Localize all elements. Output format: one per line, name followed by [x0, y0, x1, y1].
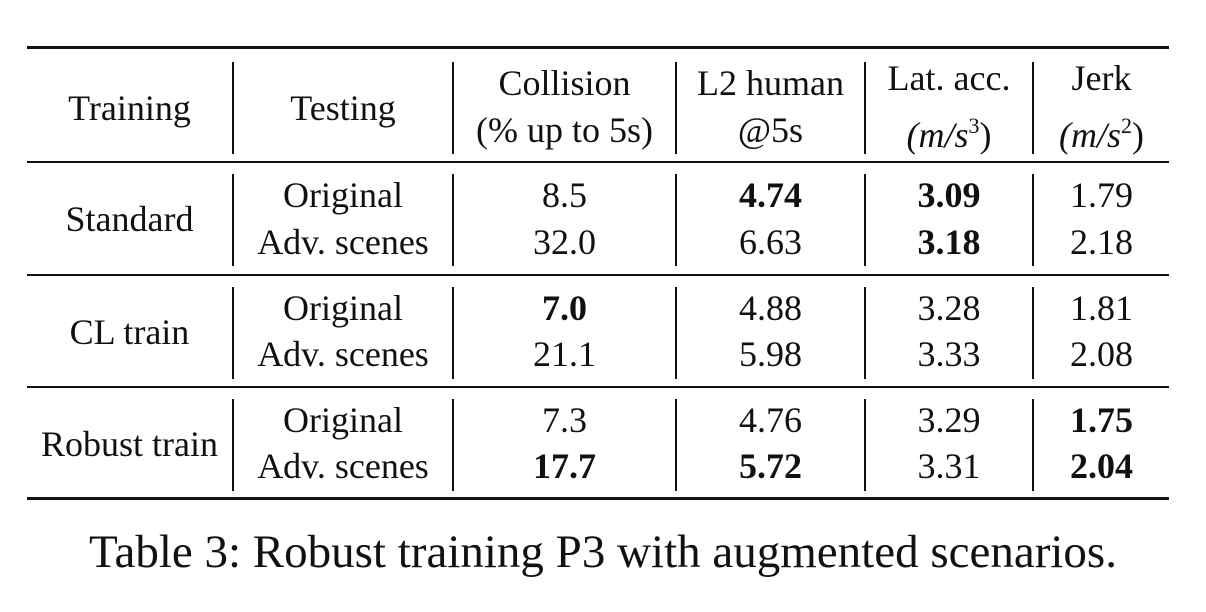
column-divider: [1032, 62, 1034, 154]
header-l2-line2: @5s: [737, 110, 804, 150]
column-divider: [232, 287, 234, 379]
cell-collision: 8.5: [542, 175, 587, 215]
group-rule: [27, 274, 1169, 276]
column-divider: [452, 399, 454, 491]
cell-collision: 7.3: [542, 400, 587, 440]
header-jerk-unit: (m/s2): [1059, 102, 1144, 159]
header-l2: L2 human @5s: [677, 58, 864, 156]
cell-l2: 5.72: [739, 446, 802, 486]
group-rule: [27, 386, 1169, 388]
cell-l2: 5.98: [739, 334, 802, 374]
cell-jerk: 2.08: [1070, 334, 1133, 374]
header-jerk-close: ): [1132, 115, 1144, 155]
group-training-label: CL train: [69, 312, 190, 352]
cell-testing: Adv. scenes: [257, 222, 429, 262]
header-testing: Testing: [290, 88, 396, 128]
cell-jerk: 1.75: [1070, 400, 1133, 440]
header-lat-unit-text: (m/s: [906, 115, 969, 155]
column-divider: [675, 399, 677, 491]
header-jerk-line1: Jerk: [1071, 58, 1132, 98]
table-caption: Table 3: Robust training P3 with augment…: [89, 526, 1117, 578]
cell-l2: 4.76: [739, 400, 802, 440]
group-training-label: Robust train: [41, 424, 218, 464]
header-jerk-exp: 2: [1121, 113, 1132, 138]
cell-lat-acc: 3.31: [917, 446, 981, 486]
column-divider: [452, 287, 454, 379]
header-lat-acc: Lat. acc. (m/s3): [866, 58, 1032, 156]
header-lat-exp: 3: [968, 113, 980, 138]
header-l2-line1: L2 human: [697, 63, 844, 103]
cell-lat-acc: 3.33: [917, 334, 981, 374]
cell-jerk: 1.81: [1070, 288, 1133, 328]
group-training-label: Standard: [65, 199, 194, 239]
column-divider: [232, 399, 234, 491]
cell-l2: 4.74: [739, 175, 802, 215]
top-rule: [27, 46, 1169, 49]
cell-testing: Adv. scenes: [257, 446, 429, 486]
cell-testing: Original: [283, 400, 403, 440]
header-rule: [27, 161, 1169, 163]
column-divider: [864, 62, 866, 154]
column-divider: [675, 174, 677, 266]
column-divider: [1032, 174, 1034, 266]
cell-collision: 21.1: [533, 334, 596, 374]
header-lat-line1: Lat. acc.: [887, 58, 1011, 98]
cell-lat-acc: 3.18: [917, 222, 981, 262]
cell-collision: 32.0: [533, 222, 596, 262]
header-jerk: Jerk (m/s2): [1034, 58, 1169, 156]
cell-testing: Adv. scenes: [257, 334, 429, 374]
header-collision-line2: (% up to 5s): [476, 110, 653, 150]
header-training: Training: [68, 88, 191, 128]
cell-lat-acc: 3.28: [917, 288, 981, 328]
cell-jerk: 2.04: [1070, 446, 1133, 486]
header-lat-unit: (m/s3): [907, 102, 992, 159]
column-divider: [452, 62, 454, 154]
cell-l2: 4.88: [739, 288, 802, 328]
cell-jerk: 1.79: [1070, 175, 1133, 215]
cell-collision: 17.7: [533, 446, 596, 486]
column-divider: [1032, 399, 1034, 491]
bottom-rule: [27, 497, 1169, 500]
cell-testing: Original: [283, 175, 403, 215]
cell-lat-acc: 3.09: [917, 175, 981, 215]
column-divider: [1032, 287, 1034, 379]
column-divider: [864, 174, 866, 266]
cell-collision: 7.0: [542, 288, 587, 328]
header-collision-line1: Collision: [498, 63, 631, 103]
cell-l2: 6.63: [739, 222, 802, 262]
column-divider: [864, 287, 866, 379]
column-divider: [675, 287, 677, 379]
column-divider: [675, 62, 677, 154]
cell-lat-acc: 3.29: [917, 400, 981, 440]
column-divider: [864, 399, 866, 491]
column-divider: [452, 174, 454, 266]
header-jerk-unit-text: (m/s: [1059, 115, 1121, 155]
cell-testing: Original: [283, 288, 403, 328]
column-divider: [232, 174, 234, 266]
cell-jerk: 2.18: [1070, 222, 1133, 262]
header-collision: Collision (% up to 5s): [454, 58, 675, 156]
header-lat-close: ): [979, 115, 992, 155]
column-divider: [232, 62, 234, 154]
